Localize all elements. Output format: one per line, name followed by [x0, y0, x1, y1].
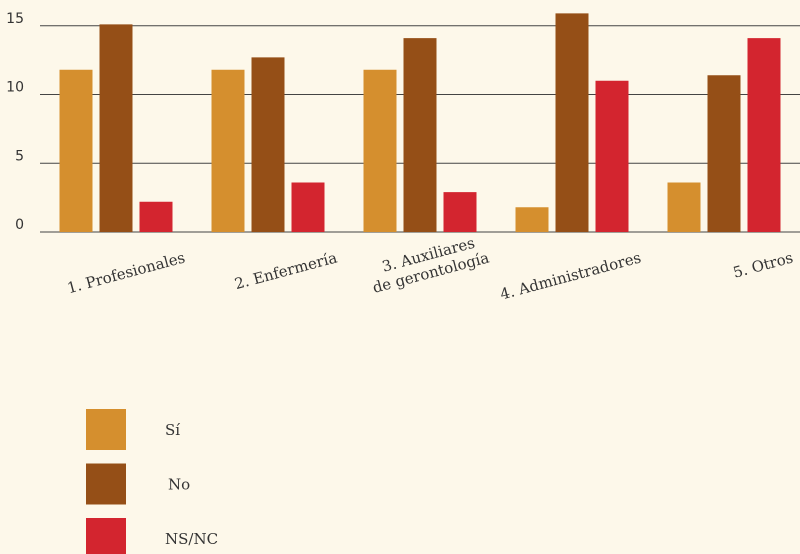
bar: [595, 80, 629, 232]
bar: [363, 69, 397, 232]
bar: [443, 192, 477, 232]
bar: [211, 69, 245, 232]
bar: [515, 207, 549, 232]
bar: [747, 38, 781, 232]
legend-label: No: [168, 476, 190, 494]
y-tick-label: 10: [6, 80, 24, 96]
legend-swatch: [86, 409, 126, 450]
bar: [139, 201, 173, 232]
bar: [59, 69, 93, 232]
legend-swatch: [86, 463, 126, 505]
legend-label: NS/NC: [165, 530, 218, 548]
bar: [291, 182, 325, 232]
bar: [707, 75, 741, 232]
legend-swatch: [86, 518, 126, 554]
x-tick-label: 3. Auxiliaresde gerontología: [366, 231, 491, 297]
y-tick-label: 15: [6, 11, 24, 27]
x-tick-label: 2. Enfermería: [233, 248, 339, 293]
bar: [667, 182, 701, 232]
x-tick-label: 5. Otros: [731, 248, 795, 281]
x-tick-label: 4. Administradores: [498, 248, 643, 303]
x-tick-label: 1. Profesionales: [65, 248, 187, 297]
legend-label: Sí: [165, 421, 180, 439]
bar: [555, 13, 589, 232]
bar: [403, 38, 437, 232]
bar: [99, 24, 133, 232]
y-tick-label: 0: [15, 217, 24, 233]
bar: [251, 57, 285, 232]
y-tick-label: 5: [15, 148, 24, 164]
